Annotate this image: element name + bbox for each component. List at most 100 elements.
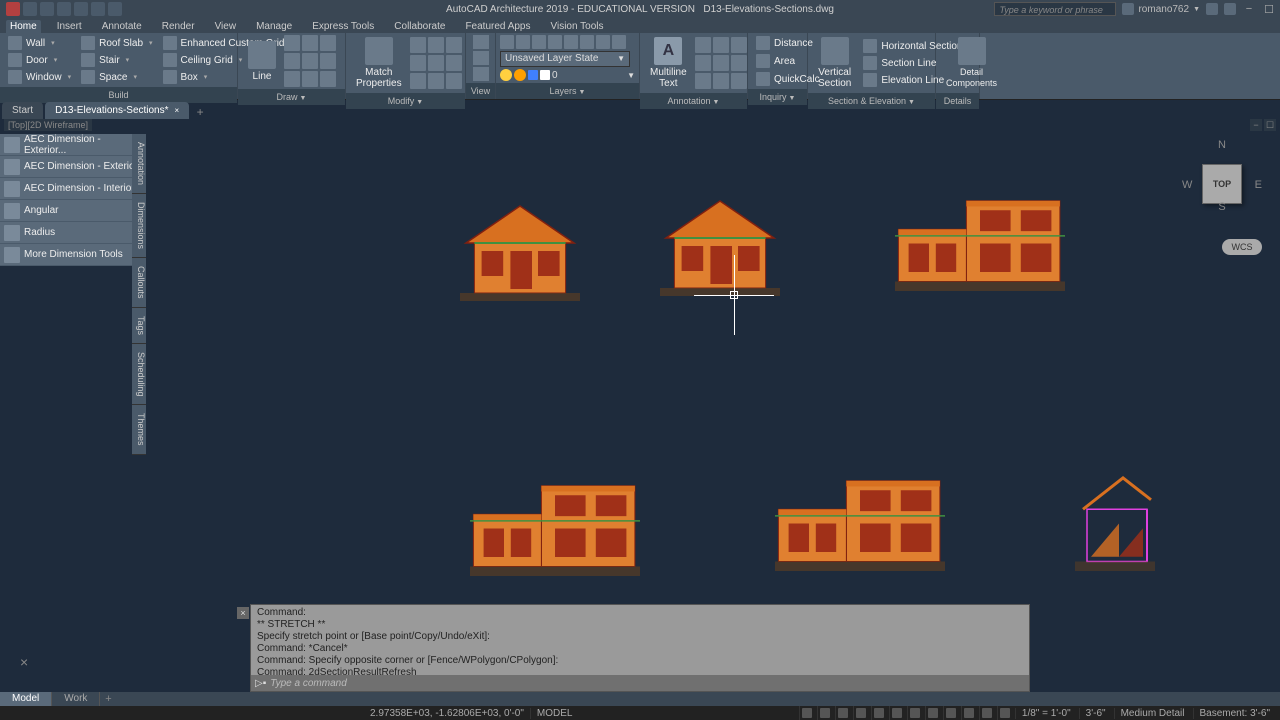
- menu-express-tools[interactable]: Express Tools: [308, 20, 378, 33]
- viewcube-north[interactable]: N: [1218, 139, 1226, 151]
- panel-label-build[interactable]: Build: [0, 87, 237, 103]
- match-properties-button[interactable]: Match Properties: [350, 35, 408, 91]
- maximize-button[interactable]: ☐: [1262, 2, 1276, 16]
- layer-props-icon[interactable]: [500, 35, 514, 49]
- add-tab-button[interactable]: +: [191, 105, 209, 119]
- panel-close-button[interactable]: ×: [20, 654, 28, 670]
- layer-prev-icon[interactable]: [596, 35, 610, 49]
- panel-label-annotation[interactable]: Annotation▼: [640, 93, 747, 109]
- move-icon[interactable]: [410, 37, 426, 53]
- qat-new-icon[interactable]: [23, 2, 37, 16]
- tag-icon[interactable]: [713, 55, 729, 71]
- drawing-object-double-3[interactable]: [470, 481, 640, 576]
- viewcube-face[interactable]: TOP: [1202, 164, 1242, 204]
- status-toggle-2[interactable]: [961, 706, 977, 720]
- menu-home[interactable]: Home: [6, 20, 41, 33]
- help-icon[interactable]: [1224, 3, 1236, 15]
- panel-label-modify[interactable]: Modify▼: [346, 93, 465, 109]
- app-menu-icon[interactable]: [6, 2, 20, 16]
- keynote-icon[interactable]: [731, 55, 747, 71]
- viewcube[interactable]: N S E W TOP: [1182, 139, 1262, 229]
- panel-label-view[interactable]: View: [466, 83, 495, 99]
- status-toggle-11[interactable]: [799, 706, 815, 720]
- layer-match-icon[interactable]: [580, 35, 594, 49]
- model-space-button[interactable]: MODEL: [530, 708, 579, 719]
- current-layer-combo[interactable]: 0 ▼: [500, 69, 635, 81]
- detail-level[interactable]: Medium Detail: [1114, 708, 1191, 719]
- wall-button[interactable]: Wall▾: [4, 35, 75, 51]
- revcloud-icon[interactable]: [713, 73, 729, 89]
- mtext-button[interactable]: A Multiline Text: [644, 35, 693, 91]
- status-toggle-10[interactable]: [817, 706, 833, 720]
- cut-plane[interactable]: Basement: 3'-6": [1193, 708, 1277, 719]
- command-input-row[interactable]: ▷▪ Type a command: [251, 675, 1029, 691]
- drawing-canvas[interactable]: [0, 131, 1280, 606]
- layer-freeze-icon[interactable]: [548, 35, 562, 49]
- scale-icon[interactable]: [428, 73, 444, 89]
- panel-label-inquiry[interactable]: Inquiry▼: [748, 89, 807, 105]
- view-icon-1[interactable]: [473, 35, 489, 49]
- menu-featured-apps[interactable]: Featured Apps: [461, 20, 534, 33]
- fillet-icon[interactable]: [446, 55, 462, 71]
- command-input[interactable]: Type a command: [270, 678, 1025, 689]
- stretch-icon[interactable]: [410, 73, 426, 89]
- qat-undo-icon[interactable]: [91, 2, 105, 16]
- status-toggle-3[interactable]: [943, 706, 959, 720]
- qat-save-icon[interactable]: [57, 2, 71, 16]
- viewport-label[interactable]: [Top][2D Wireframe]: [4, 119, 92, 131]
- exchange-icon[interactable]: [1206, 3, 1218, 15]
- roof-slab-button[interactable]: Roof Slab▾: [77, 35, 156, 51]
- region-icon[interactable]: [320, 71, 336, 87]
- text-icon[interactable]: [695, 55, 711, 71]
- status-toggle-5[interactable]: [907, 706, 923, 720]
- qat-plot-icon[interactable]: [74, 2, 88, 16]
- door-button[interactable]: Door▾: [4, 52, 75, 68]
- stair-button[interactable]: Stair▾: [77, 52, 156, 68]
- status-toggle-4[interactable]: [925, 706, 941, 720]
- close-icon[interactable]: ×: [175, 106, 180, 115]
- tab-start[interactable]: Start: [2, 102, 43, 119]
- point-icon[interactable]: [302, 71, 318, 87]
- layer-lock-icon[interactable]: [564, 35, 578, 49]
- zoom-level[interactable]: 3'-6": [1079, 708, 1112, 719]
- hatch-icon[interactable]: [284, 71, 300, 87]
- line-button[interactable]: Line: [242, 39, 282, 84]
- qat-open-icon[interactable]: [40, 2, 54, 16]
- circle-icon[interactable]: [302, 35, 318, 51]
- panel-label-draw[interactable]: Draw▼: [238, 89, 345, 105]
- wipeout-icon[interactable]: [695, 73, 711, 89]
- spline-icon[interactable]: [320, 53, 336, 69]
- drawing-object-section-5[interactable]: [1075, 476, 1155, 571]
- user-menu[interactable]: romano762 ▼: [1122, 3, 1200, 15]
- menu-view[interactable]: View: [211, 20, 241, 33]
- cmd-close-button[interactable]: ×: [237, 607, 249, 619]
- menu-insert[interactable]: Insert: [53, 20, 86, 33]
- layer-state-combo[interactable]: Unsaved Layer State▼: [500, 51, 630, 67]
- viewport[interactable]: [Top][2D Wireframe] − ☐ AEC Dimension - …: [0, 119, 1280, 706]
- arc-icon[interactable]: [320, 35, 336, 51]
- drawing-object-gable-1[interactable]: [660, 196, 780, 296]
- tab-file[interactable]: D13-Elevations-Sections*×: [45, 102, 189, 119]
- viewcube-south[interactable]: S: [1218, 201, 1225, 213]
- panel-label-details[interactable]: Details: [936, 93, 979, 109]
- dim-icon[interactable]: [695, 37, 711, 53]
- area-button[interactable]: Area: [752, 53, 803, 69]
- layout-tab-work[interactable]: Work: [52, 692, 100, 706]
- minimize-button[interactable]: −: [1242, 2, 1256, 16]
- layer-off-icon[interactable]: [516, 35, 530, 49]
- layout-tab-model[interactable]: Model: [0, 692, 52, 706]
- mirror-icon[interactable]: [428, 55, 444, 71]
- status-toggle-0[interactable]: [997, 706, 1013, 720]
- detail-components-button[interactable]: Detail Components: [940, 35, 1003, 91]
- viewport-minimize-button[interactable]: −: [1250, 119, 1262, 131]
- viewcube-east[interactable]: E: [1255, 179, 1262, 191]
- drawing-object-double-4[interactable]: [775, 476, 945, 571]
- menu-annotate[interactable]: Annotate: [98, 20, 146, 33]
- anno-scale[interactable]: 1/8" = 1'-0": [1015, 708, 1077, 719]
- menu-vision-tools[interactable]: Vision Tools: [546, 20, 607, 33]
- array-icon[interactable]: [446, 73, 462, 89]
- rect-icon[interactable]: [284, 53, 300, 69]
- vertical-section-button[interactable]: Vertical Section: [812, 35, 857, 91]
- layer-more-icon[interactable]: [612, 35, 626, 49]
- ellipse-icon[interactable]: [302, 53, 318, 69]
